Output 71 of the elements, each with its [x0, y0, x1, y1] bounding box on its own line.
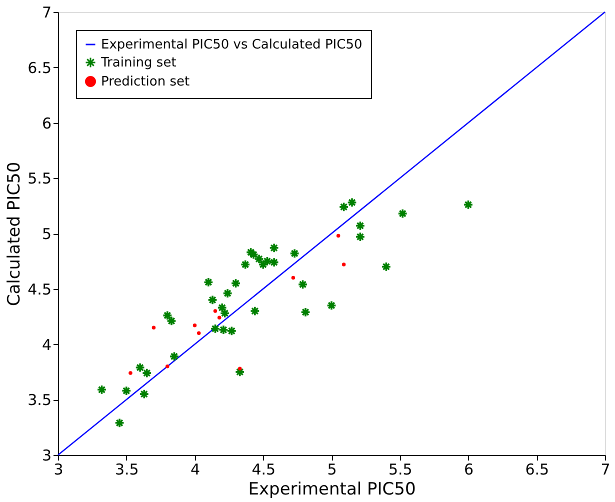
point	[196, 331, 201, 336]
x-tick-label: 5.5	[388, 460, 412, 478]
y-tick-label: 6.5	[28, 58, 52, 77]
point	[336, 234, 340, 238]
x-axis-title: Experimental PIC50	[248, 480, 416, 500]
legend-label: Experimental PIC50 vs Calculated PIC50	[101, 38, 362, 52]
point	[142, 368, 152, 378]
point	[289, 248, 300, 259]
y-tick-label: 4.5	[28, 280, 52, 298]
point	[240, 259, 250, 270]
point	[262, 256, 272, 266]
x-tick-label: 3	[54, 460, 64, 478]
point	[258, 259, 268, 270]
point	[222, 288, 233, 298]
point	[298, 279, 308, 290]
point	[121, 386, 132, 396]
point	[230, 278, 241, 288]
legend-label: Prediction set	[101, 74, 190, 90]
x-tick-label: 5	[327, 460, 337, 478]
x-tick-label: 6.5	[525, 460, 550, 478]
point	[238, 366, 242, 370]
point	[213, 309, 218, 313]
y-tick-label: 3.5	[28, 391, 52, 410]
point	[166, 364, 170, 368]
point	[291, 276, 296, 280]
point	[220, 308, 230, 318]
y-tick-label: 6	[42, 114, 52, 132]
point	[398, 208, 408, 219]
x-tick-label: 6	[464, 460, 474, 478]
y-tick-label: 4	[42, 336, 52, 354]
point	[463, 200, 474, 210]
point	[210, 324, 220, 334]
point	[246, 247, 256, 258]
y-tick-label: 5	[42, 225, 52, 243]
legend-label: Training set	[100, 56, 176, 70]
point	[203, 277, 214, 288]
point	[381, 262, 392, 272]
y-tick-label: 7	[42, 4, 52, 22]
point	[342, 262, 346, 266]
point	[192, 324, 197, 328]
point	[326, 300, 337, 311]
y-tick-label: 5.5	[28, 170, 52, 188]
point	[355, 220, 366, 231]
x-tick-label: 4	[190, 460, 200, 478]
y-axis-title: Calculated PIC50	[4, 162, 25, 306]
x-tick-label: 3.5	[114, 460, 139, 478]
point	[218, 324, 229, 335]
point	[226, 326, 237, 336]
point	[134, 362, 146, 373]
point	[128, 371, 132, 375]
point	[254, 254, 264, 264]
point	[169, 351, 180, 362]
point	[152, 326, 156, 330]
point	[268, 257, 280, 268]
point	[166, 316, 177, 326]
point	[139, 389, 150, 400]
point	[248, 249, 259, 260]
point	[300, 307, 311, 318]
point	[217, 302, 228, 313]
point	[207, 294, 218, 306]
x-tick-label: 7	[600, 460, 610, 478]
point	[162, 310, 172, 321]
y-tick-label: 3	[42, 446, 52, 464]
point	[268, 242, 280, 253]
point	[250, 306, 260, 316]
point	[234, 366, 245, 378]
point	[355, 232, 366, 242]
x-tick-label: 4.5	[252, 460, 276, 478]
point	[114, 418, 125, 428]
point	[96, 384, 107, 395]
point	[217, 316, 222, 320]
